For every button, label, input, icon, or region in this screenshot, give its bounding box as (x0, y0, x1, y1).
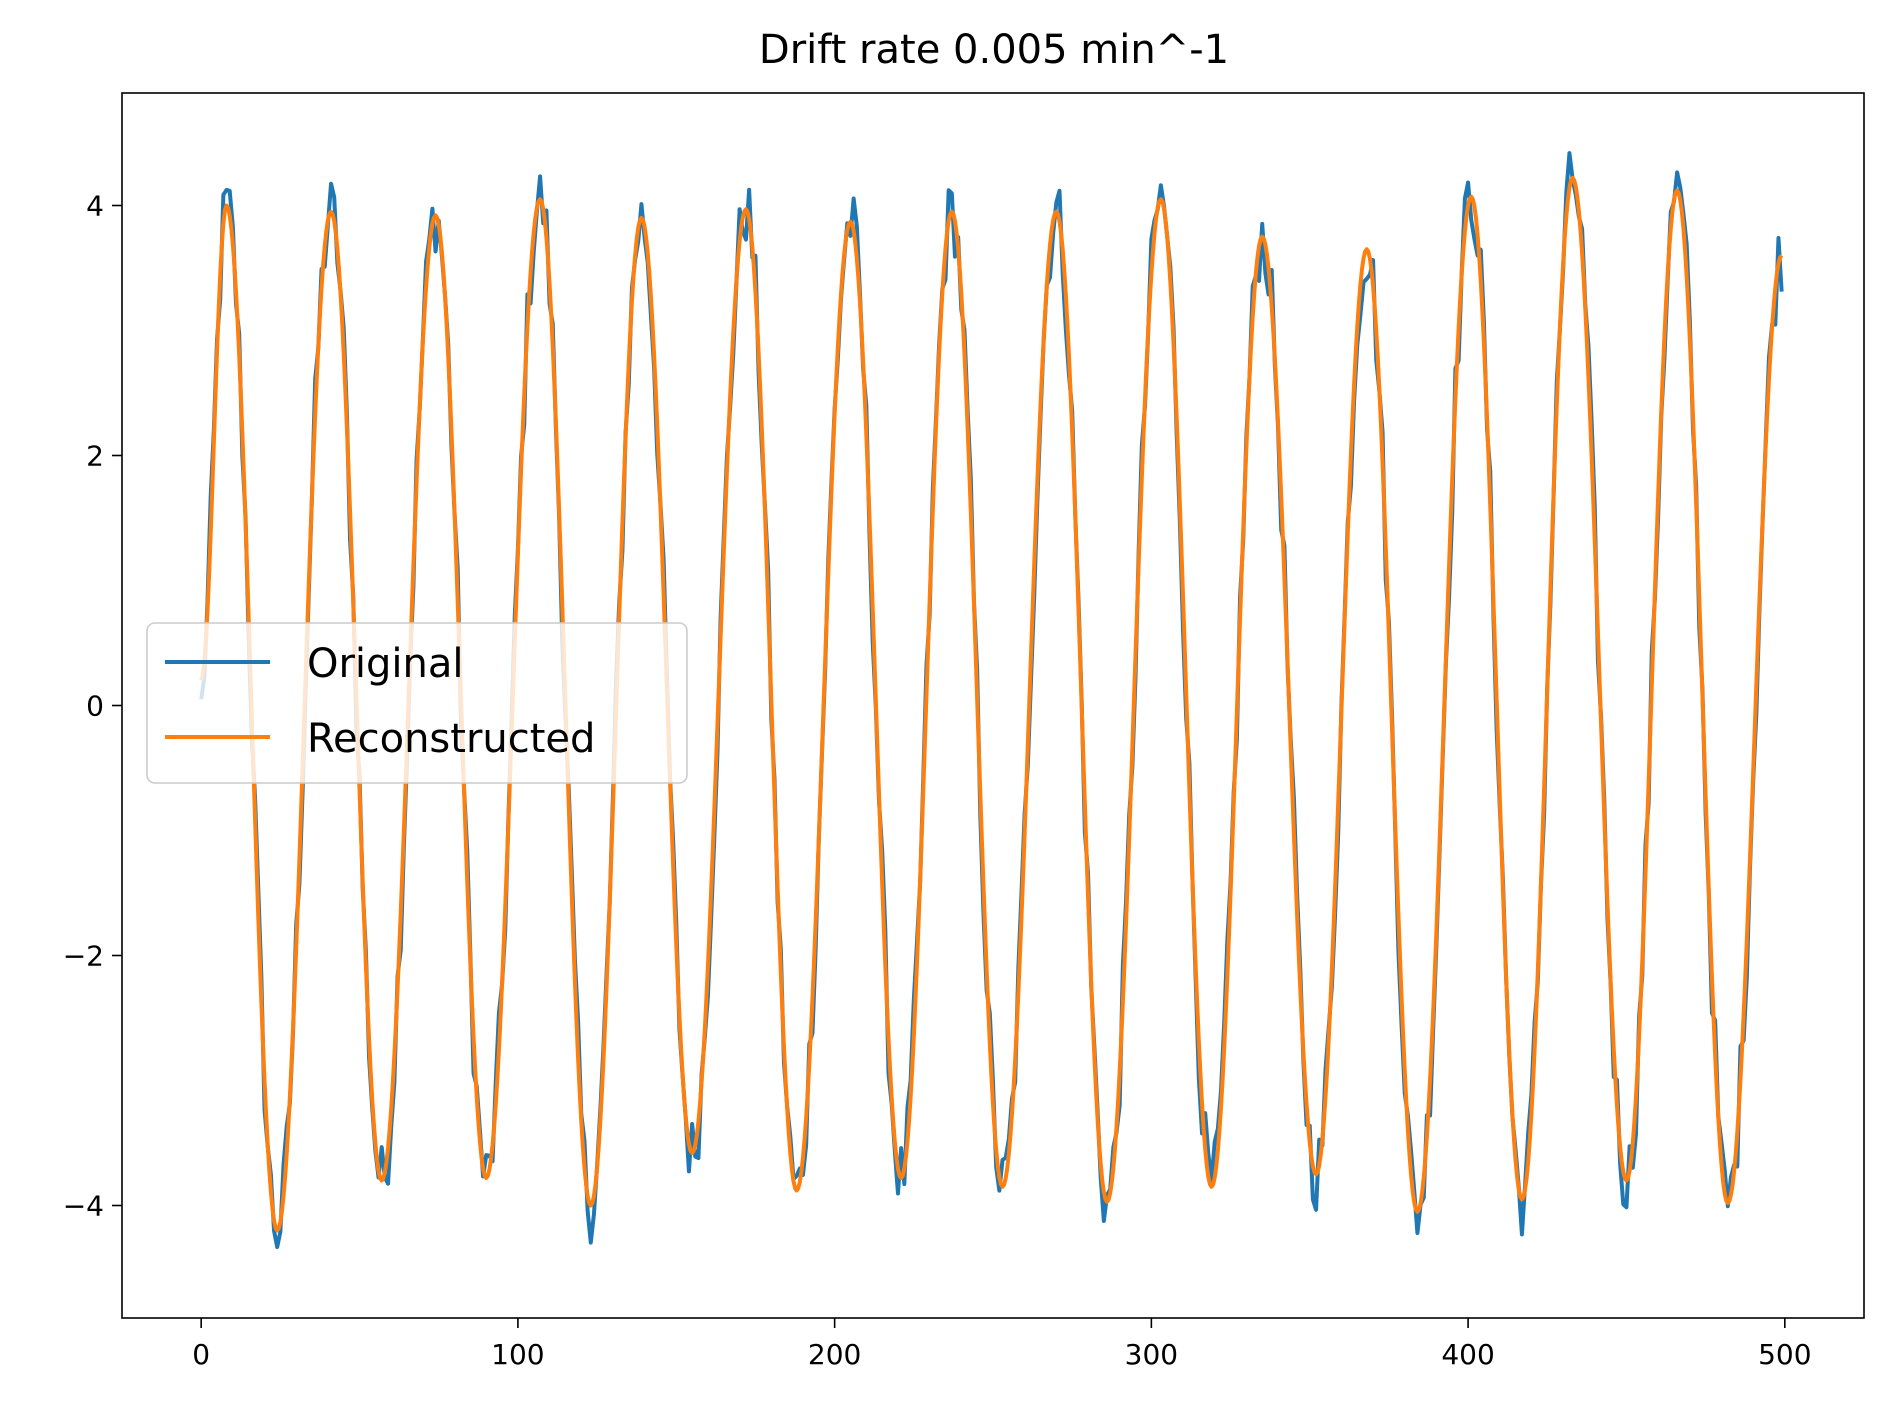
legend-label-reconstructed: Reconstructed (307, 716, 595, 762)
legend-box (146, 622, 688, 784)
legend: Original Reconstructed (146, 622, 688, 784)
x-axis: 0 100 200 300 400 500 (192, 1318, 1812, 1371)
y-tick-label: −4 (63, 1190, 104, 1223)
x-tick-label: 500 (1758, 1338, 1811, 1371)
y-tick-label: −2 (63, 940, 104, 973)
legend-label-original: Original (307, 641, 464, 687)
x-tick-label: 0 (192, 1338, 210, 1371)
x-tick-label: 300 (1125, 1338, 1178, 1371)
y-axis: −4 −2 0 2 4 (63, 190, 122, 1223)
series-layer (199, 151, 1784, 1250)
x-tick-label: 400 (1441, 1338, 1494, 1371)
x-tick-label: 100 (491, 1338, 544, 1371)
series-line-reconstructed (199, 176, 1784, 1233)
x-tick-label: 200 (808, 1338, 861, 1371)
y-tick-label: 2 (86, 440, 104, 473)
chart-title: Drift rate 0.005 min^-1 (759, 27, 1229, 73)
y-tick-label: 4 (86, 190, 104, 223)
y-tick-label: 0 (86, 690, 104, 723)
